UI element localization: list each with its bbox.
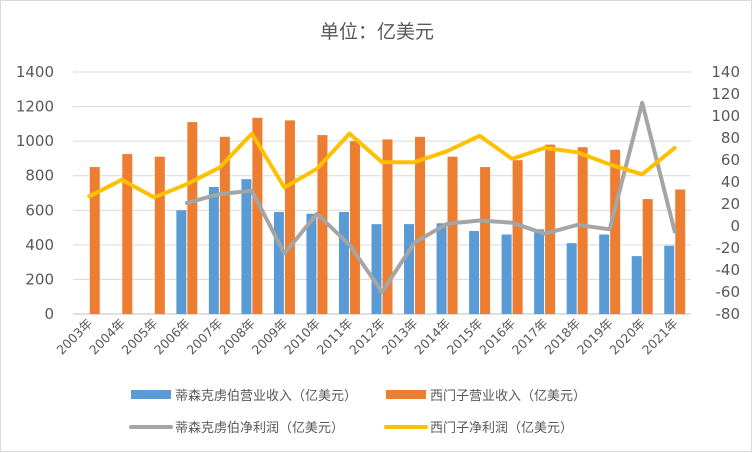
bar — [631, 256, 642, 314]
bar — [89, 167, 100, 314]
y-tick-label-left: 200 — [25, 270, 54, 288]
y-tick-label-right: 140 — [711, 63, 740, 81]
bar — [371, 224, 382, 314]
legend-label: 蒂森克虏伯净利润（亿美元） — [175, 421, 344, 436]
bar — [208, 186, 219, 314]
y-tick-label-right: 0 — [730, 217, 740, 235]
bar — [642, 199, 653, 314]
y-tick-label-right: 100 — [711, 107, 740, 125]
bar — [273, 212, 284, 314]
legend-label: 西门子净利润（亿美元） — [430, 421, 573, 436]
bar — [415, 136, 426, 314]
bar — [577, 147, 588, 314]
bar — [512, 160, 523, 314]
bar — [284, 120, 295, 315]
legend-label: 西门子营业收入（亿美元） — [430, 389, 586, 404]
bar — [469, 231, 480, 314]
y-tick-label-left: 1200 — [16, 98, 54, 116]
y-tick-label-left: 600 — [25, 201, 54, 219]
bar — [317, 135, 328, 314]
bar — [566, 243, 577, 314]
bar — [219, 136, 230, 314]
y-tick-label-left: 800 — [25, 167, 54, 185]
bar — [534, 229, 545, 314]
bar — [176, 210, 187, 314]
y-tick-label-right: -80 — [716, 305, 741, 323]
bar — [349, 141, 360, 314]
y-tick-label-right: -40 — [716, 261, 741, 279]
bar — [436, 223, 447, 314]
chart-title: 单位：亿美元 — [320, 21, 434, 43]
legend-label: 蒂森克虏伯营业收入（亿美元） — [175, 389, 357, 404]
y-tick-label-left: 1000 — [16, 132, 54, 150]
y-tick-label-right: -60 — [716, 283, 741, 301]
legend: 蒂森克虏伯营业收入（亿美元） 西门子营业收入（亿美元） 蒂森克虏伯净利润（亿美元） 西… — [129, 389, 586, 436]
bars — [89, 117, 686, 315]
gridlines — [73, 71, 691, 315]
bar — [480, 167, 491, 314]
bar — [338, 212, 349, 314]
bar — [187, 122, 198, 314]
y-tick-label-left: 0 — [44, 305, 54, 323]
bar — [501, 234, 512, 314]
y-tick-label-left: 1400 — [16, 63, 54, 81]
bar — [610, 149, 621, 314]
y-tick-label-right: -20 — [716, 239, 741, 257]
lines — [87, 100, 677, 294]
bar — [404, 224, 415, 314]
bar — [675, 189, 686, 314]
series-line — [87, 131, 677, 200]
y-axis-left: 0 200 400 600 800 1000 1200 1400 — [16, 63, 54, 323]
y-tick-label-right: 80 — [721, 129, 740, 147]
bar — [241, 179, 252, 314]
series-line — [184, 100, 677, 294]
legend-swatch — [131, 390, 171, 399]
y-tick-label-right: 40 — [721, 173, 740, 191]
x-tick-label: 2021年 — [639, 316, 681, 358]
y-tick-label-right: 120 — [711, 85, 740, 103]
bar — [306, 213, 317, 314]
bar — [599, 234, 610, 314]
bar — [664, 245, 675, 314]
y-tick-label-right: 60 — [721, 151, 740, 169]
bar — [122, 154, 133, 314]
legend-swatch — [386, 390, 426, 399]
y-tick-label-left: 400 — [25, 236, 54, 254]
y-tick-label-right: 20 — [721, 195, 740, 213]
bar — [382, 139, 393, 314]
bar — [154, 156, 165, 314]
y-axis-right: -80 -60 -40 -20 0 20 40 60 80 100 120 140 — [711, 63, 740, 323]
x-axis: 2003年2004年2005年2006年2007年2008年2009年2010年… — [53, 316, 680, 358]
bar — [447, 156, 458, 314]
bar — [545, 144, 556, 314]
bar — [252, 117, 263, 314]
